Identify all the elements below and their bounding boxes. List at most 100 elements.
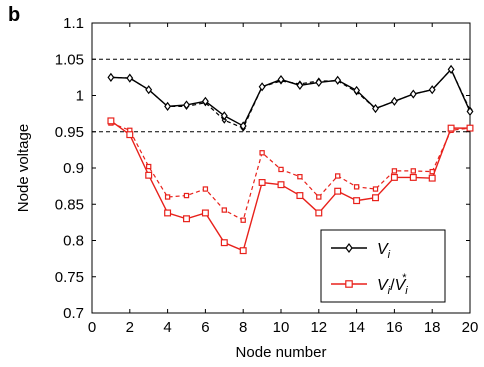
y-tick-label: 0.7 bbox=[63, 305, 84, 322]
data-point-dashed bbox=[391, 168, 398, 174]
x-tick-label: 2 bbox=[126, 319, 134, 336]
data-point bbox=[277, 181, 285, 189]
data-point bbox=[126, 73, 134, 83]
legend-label-sub: i bbox=[388, 285, 391, 297]
data-point bbox=[353, 85, 361, 96]
data-point bbox=[334, 75, 342, 85]
x-tick-label: 14 bbox=[348, 319, 365, 336]
data-point-dashed bbox=[316, 194, 322, 200]
y-tick-label: 0.85 bbox=[55, 196, 84, 213]
legend-label-sep: / bbox=[390, 277, 395, 294]
y-tick-label: 0.8 bbox=[63, 233, 84, 250]
data-point bbox=[201, 96, 209, 106]
data-point bbox=[315, 77, 323, 88]
data-point bbox=[258, 82, 266, 92]
series-dashed-line bbox=[110, 122, 471, 222]
tick-layer: 0 2 4 6 8 10 12 14 16 18 20 0.7 0.75 0.8 0.85 0.9 0.95 1 1… bbox=[55, 15, 479, 336]
data-point-dashed bbox=[410, 168, 416, 174]
y-tick-label: 1.1 bbox=[63, 15, 84, 32]
panel-label: b bbox=[8, 4, 21, 26]
data-point-dashed bbox=[335, 173, 341, 179]
data-point bbox=[428, 174, 436, 182]
data-point bbox=[258, 179, 266, 186]
x-tick-label: 16 bbox=[386, 319, 403, 336]
y-tick-label: 1 bbox=[76, 88, 84, 105]
legend-label: Vi bbox=[377, 241, 391, 261]
data-point bbox=[239, 121, 247, 131]
y-axis-label: Node voltage bbox=[15, 124, 32, 212]
data-point bbox=[164, 101, 172, 111]
x-tick-label: 6 bbox=[201, 319, 209, 336]
x-tick-label: 18 bbox=[424, 319, 441, 336]
data-point-dashed bbox=[221, 207, 227, 213]
legend-box bbox=[320, 229, 446, 303]
data-point bbox=[145, 85, 153, 95]
data-point bbox=[334, 187, 342, 195]
data-point bbox=[353, 197, 361, 205]
x-tick-label: 8 bbox=[239, 319, 247, 336]
series-v-i-ratio bbox=[107, 117, 474, 255]
data-point bbox=[372, 194, 379, 202]
data-point bbox=[428, 85, 436, 95]
data-point bbox=[447, 64, 455, 75]
x-tick-label: 20 bbox=[462, 319, 479, 336]
data-point bbox=[277, 74, 285, 85]
data-point bbox=[220, 111, 228, 121]
data-point bbox=[466, 106, 474, 117]
series-line bbox=[110, 68, 471, 127]
data-point-dashed bbox=[240, 217, 246, 223]
legend-label: Vi/Vi* bbox=[377, 272, 408, 297]
data-point bbox=[296, 192, 304, 200]
data-point-dashed bbox=[164, 194, 171, 200]
data-point-dashed bbox=[353, 184, 360, 190]
series-v-i bbox=[107, 64, 474, 132]
x-tick-label: 4 bbox=[163, 319, 171, 336]
data-point bbox=[390, 96, 398, 106]
data-point-dashed bbox=[278, 166, 284, 173]
legend-swatch-marker bbox=[345, 280, 353, 288]
legend-label-main2: V bbox=[395, 277, 407, 294]
y-tick-label: 1.05 bbox=[55, 51, 84, 68]
y-tick-label: 0.75 bbox=[55, 269, 84, 286]
legend-label-main: V bbox=[377, 277, 389, 294]
data-point-dashed bbox=[183, 192, 190, 199]
legend-swatch-marker bbox=[345, 243, 353, 253]
data-point-dashed bbox=[259, 150, 265, 156]
data-point bbox=[315, 209, 323, 217]
legend-item-v-i: Vi bbox=[331, 241, 391, 261]
data-point bbox=[466, 124, 474, 132]
x-tick-label: 12 bbox=[310, 319, 327, 336]
x-tick-label: 10 bbox=[273, 319, 290, 336]
data-point bbox=[447, 124, 455, 132]
legend-item-v-i-ratio: Vi/Vi* bbox=[331, 272, 408, 297]
x-axis-label: Node number bbox=[236, 344, 327, 361]
data-point-dashed bbox=[297, 174, 303, 180]
legend-label-sub2: i bbox=[405, 285, 408, 297]
series-layer bbox=[107, 64, 474, 255]
legend-label-sub: i bbox=[388, 249, 391, 261]
data-point bbox=[372, 103, 379, 114]
data-point bbox=[220, 239, 228, 247]
data-point bbox=[183, 215, 190, 223]
data-point bbox=[239, 247, 247, 255]
data-point-dashed bbox=[202, 186, 209, 192]
data-point bbox=[126, 131, 134, 139]
data-point-dashed bbox=[429, 168, 435, 175]
data-point bbox=[145, 171, 153, 179]
y-tick-label: 0.9 bbox=[63, 160, 84, 177]
series-dashed-line bbox=[110, 68, 471, 129]
data-point bbox=[296, 80, 304, 90]
data-point bbox=[201, 209, 209, 217]
data-point bbox=[107, 72, 115, 82]
legend-label-main: V bbox=[377, 241, 389, 258]
data-point bbox=[409, 173, 417, 181]
reference-lines bbox=[92, 58, 470, 133]
data-point bbox=[164, 209, 172, 217]
x-tick-label: 0 bbox=[88, 319, 96, 336]
data-point bbox=[107, 117, 115, 125]
legend-label-sup: * bbox=[402, 272, 407, 284]
y-tick-label: 0.95 bbox=[55, 124, 84, 141]
data-point bbox=[409, 89, 417, 99]
